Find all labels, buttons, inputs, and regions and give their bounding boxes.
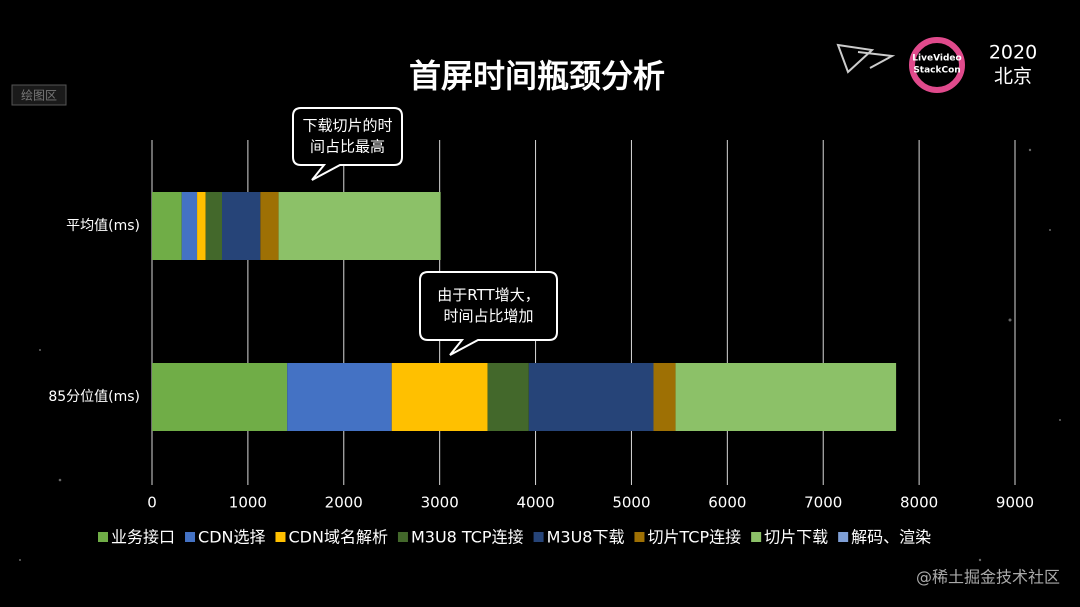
year: 2020 bbox=[989, 42, 1037, 64]
bar-segment bbox=[260, 192, 279, 260]
logo: LiveVideo StackCon 2020 北京 bbox=[836, 37, 1037, 93]
legend-swatch bbox=[533, 532, 544, 542]
legend-label: M3U8下载 bbox=[547, 528, 625, 547]
x-tick-label: 7000 bbox=[804, 494, 842, 512]
plot-area-label: 绘图区 bbox=[21, 88, 57, 103]
bar-segment bbox=[197, 192, 206, 260]
legend-label: 切片TCP连接 bbox=[647, 528, 741, 547]
legend-label: 解码、渲染 bbox=[851, 528, 931, 547]
decor bbox=[19, 148, 1061, 562]
legend-label: 切片下载 bbox=[764, 528, 828, 547]
bar-segment bbox=[528, 363, 654, 431]
logo-text: LiveVideo bbox=[912, 54, 961, 64]
legend-swatch bbox=[838, 532, 849, 542]
x-tick-label: 9000 bbox=[996, 494, 1034, 512]
y-tick-label: 85分位值(ms) bbox=[48, 389, 140, 405]
x-tick-label: 8000 bbox=[900, 494, 938, 512]
bar-segment bbox=[287, 363, 392, 431]
annotation: 时间占比增加 bbox=[443, 307, 533, 325]
plot: 0 1000 2000 3000 4000 5000 6000 7000 8000 9000 平均值… bbox=[48, 107, 1034, 547]
annotation: 下载切片的时 bbox=[302, 117, 392, 135]
legend-label: CDN选择 bbox=[198, 528, 265, 547]
x-tick-label: 4000 bbox=[516, 494, 554, 512]
logo-ring bbox=[909, 37, 965, 93]
legend-label: 业务接口 bbox=[111, 528, 175, 547]
logo-icon bbox=[836, 43, 896, 74]
bar-segment bbox=[278, 192, 441, 260]
watermark: @稀土掘金技术社区 bbox=[916, 568, 1060, 587]
callout-bubble bbox=[419, 271, 558, 356]
annotation: 间占比最高 bbox=[310, 138, 385, 156]
legend-label: M3U8 TCP连接 bbox=[411, 528, 524, 547]
bar-segment bbox=[205, 192, 222, 260]
legend-swatch bbox=[397, 532, 408, 542]
chart-title: 首屏时间瓶颈分析 bbox=[409, 57, 665, 95]
callout-bubble bbox=[292, 107, 403, 181]
legend-swatch bbox=[751, 532, 762, 542]
bar-segment bbox=[152, 192, 182, 260]
bar-segment bbox=[152, 363, 288, 431]
y-tick-label: 平均值(ms) bbox=[66, 218, 140, 234]
logo-text: StackCon bbox=[913, 66, 960, 76]
x-tick-label: 3000 bbox=[421, 494, 459, 512]
city: 北京 bbox=[994, 66, 1032, 88]
legend-swatch bbox=[634, 532, 645, 542]
legend-label: CDN域名解析 bbox=[288, 528, 387, 547]
bar-segment bbox=[487, 363, 529, 431]
x-tick-label: 5000 bbox=[612, 494, 650, 512]
bar-segment bbox=[391, 363, 488, 431]
annotation: 由于RTT增大， bbox=[437, 286, 539, 304]
bar-segment bbox=[181, 192, 198, 260]
plot-area-tag bbox=[11, 84, 67, 106]
x-tick-label: 6000 bbox=[708, 494, 746, 512]
legend-swatch bbox=[98, 532, 108, 542]
bar-segment bbox=[653, 363, 676, 431]
legend-swatch bbox=[185, 532, 196, 542]
x-tick-label: 1000 bbox=[229, 494, 267, 512]
x-tick-label: 2000 bbox=[325, 494, 363, 512]
bar-segment bbox=[221, 192, 261, 260]
legend-swatch bbox=[275, 532, 286, 542]
bar-segment bbox=[675, 363, 897, 431]
x-tick-label: 0 bbox=[147, 494, 157, 512]
